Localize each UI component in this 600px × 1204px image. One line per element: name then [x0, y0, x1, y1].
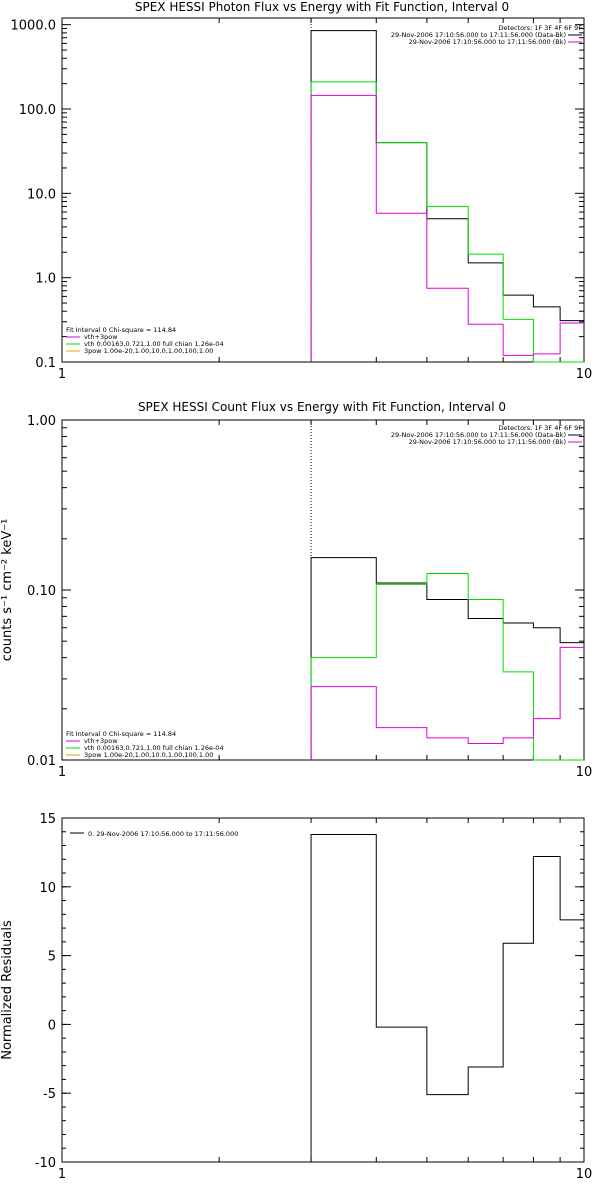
panel1-legend-bk: 29-Nov-2006 17:10:56.000 to 17:11:56.000…: [409, 38, 566, 46]
panel1-ytick-label: 10.0: [27, 187, 56, 202]
panel2-legend-data-bk: 29-Nov-2006 17:10:56.000 to 17:11:56.000…: [391, 431, 566, 439]
panel1-detectors-label: Detectors: 1F 3F 4F 6F 9F: [498, 24, 582, 32]
panel3-ylabel: Normalized Residuals: [0, 920, 15, 1060]
panel2-title: SPEX HESSI Count Flux vs Energy with Fit…: [138, 400, 506, 414]
panel1-ytick-label: 100.0: [19, 103, 56, 118]
panel2-series-1-line: [310, 573, 584, 761]
panel1-fit-item3: 3pow 1.00e-20,1.00,10.0,1.00,100,1.00: [84, 347, 213, 355]
panel2-ylabel: counts s⁻¹ cm⁻² keV⁻¹: [0, 519, 15, 662]
panel2-series-0-line: [310, 557, 584, 760]
panel1-ytick-label: 1000.0: [11, 19, 57, 34]
panel1-legend-data-bk: 29-Nov-2006 17:10:56.000 to 17:11:56.000…: [391, 31, 566, 39]
panel3-frame: [61, 817, 585, 1163]
panel1-legend-bottom-left: Fit Interval 0 Chi-square = 114.84 vth+3…: [66, 326, 224, 355]
panel2-detectors-label: Detectors: 1F 3F 4F 6F 9F: [498, 424, 582, 432]
panel1-series-2-line: [310, 94, 584, 362]
panel3-ytick-label: -5: [43, 1087, 56, 1102]
panel2-frame: [61, 419, 585, 761]
panel2-ytick-label: 1.00: [27, 414, 56, 429]
panel2-legend-top-right: Detectors: 1F 3F 4F 6F 9F 29-Nov-2006 17…: [391, 424, 582, 446]
panel2-fit-item2: vth 0.00163,0.721,1.00 full chian 1.26e-…: [84, 744, 224, 752]
panel3-ytick-label: 15: [39, 812, 56, 827]
panel1-fit-item1: vth+3pow: [84, 333, 118, 341]
panel3-ytick-label: 0: [48, 1018, 56, 1033]
panel3-legend-item: 0. 29-Nov-2006 17:10:56.000 to 17:11:56.…: [88, 830, 238, 838]
panel3-xtick-label: 1: [58, 1167, 66, 1182]
panel2-legend-bk: 29-Nov-2006 17:10:56.000 to 17:11:56.000…: [409, 438, 566, 446]
panel2-ytick-label: 0.01: [27, 754, 56, 769]
panel2-ytick-label: 0.10: [27, 584, 56, 599]
count-flux-panel: SPEX HESSI Count Flux vs Energy with Fit…: [0, 400, 592, 780]
panel2-xtick-label: 1: [58, 765, 66, 780]
panel1-series-1-line: [310, 81, 584, 363]
panel2-series-2-line: [310, 646, 584, 760]
panel2-axes: 1.00 0.10 0.011 10: [27, 414, 592, 780]
panel1-series-0-line: [310, 30, 584, 362]
panel1-series: [310, 18, 584, 363]
panel1-ytick-label: 0.1: [35, 356, 56, 371]
panel2-xtick-label: 10: [576, 765, 593, 780]
panel2-fit-header: Fit Interval 0 Chi-square = 114.84: [66, 730, 176, 738]
panel1-frame: [61, 17, 585, 363]
panel3-ytick-label: -10: [35, 1156, 56, 1171]
panel1-fit-item2: vth 0.00163,0.721,1.00 full chian 1.26e-…: [84, 340, 224, 348]
residuals-panel: Normalized Residuals 15 10 5 0 -5 -101 10 0. 2…: [0, 812, 592, 1182]
panel1-xtick-label: 1: [58, 367, 66, 382]
panel3-series: [310, 834, 584, 1162]
panel1-ytick-label: 1.0: [35, 272, 56, 287]
panel2-fit-item3: 3pow 1.00e-20,1.00,10.0,1.00,100,1.00: [84, 751, 213, 759]
panel1-xtick-label: 10: [576, 367, 593, 382]
photon-flux-panel: SPEX HESSI Photon Flux vs Energy with Fi…: [11, 0, 593, 382]
panel1-title: SPEX HESSI Photon Flux vs Energy with Fi…: [135, 0, 509, 14]
panel2-fit-item1: vth+3pow: [84, 737, 118, 745]
panel2-series: [310, 420, 584, 761]
panel1-legend-top-right: Detectors: 1F 3F 4F 6F 9F 29-Nov-2006 17…: [391, 24, 582, 46]
panel3-xtick-label: 10: [576, 1167, 593, 1182]
panel3-ytick-label: 5: [48, 950, 56, 965]
panel3-legend: 0. 29-Nov-2006 17:10:56.000 to 17:11:56.…: [70, 830, 238, 838]
panel2-legend-bottom-left: Fit Interval 0 Chi-square = 114.84 vth+3…: [66, 730, 224, 759]
panel1-fit-header: Fit Interval 0 Chi-square = 114.84: [66, 326, 176, 334]
panel3-series-0-line: [310, 834, 584, 1162]
panel3-ytick-label: 10: [39, 881, 56, 896]
panel1-axes: 1000.0 100.0 10.0 1.0 0.11 10: [11, 18, 593, 382]
panel3-axes: 15 10 5 0 -5 -101 10: [35, 812, 593, 1182]
